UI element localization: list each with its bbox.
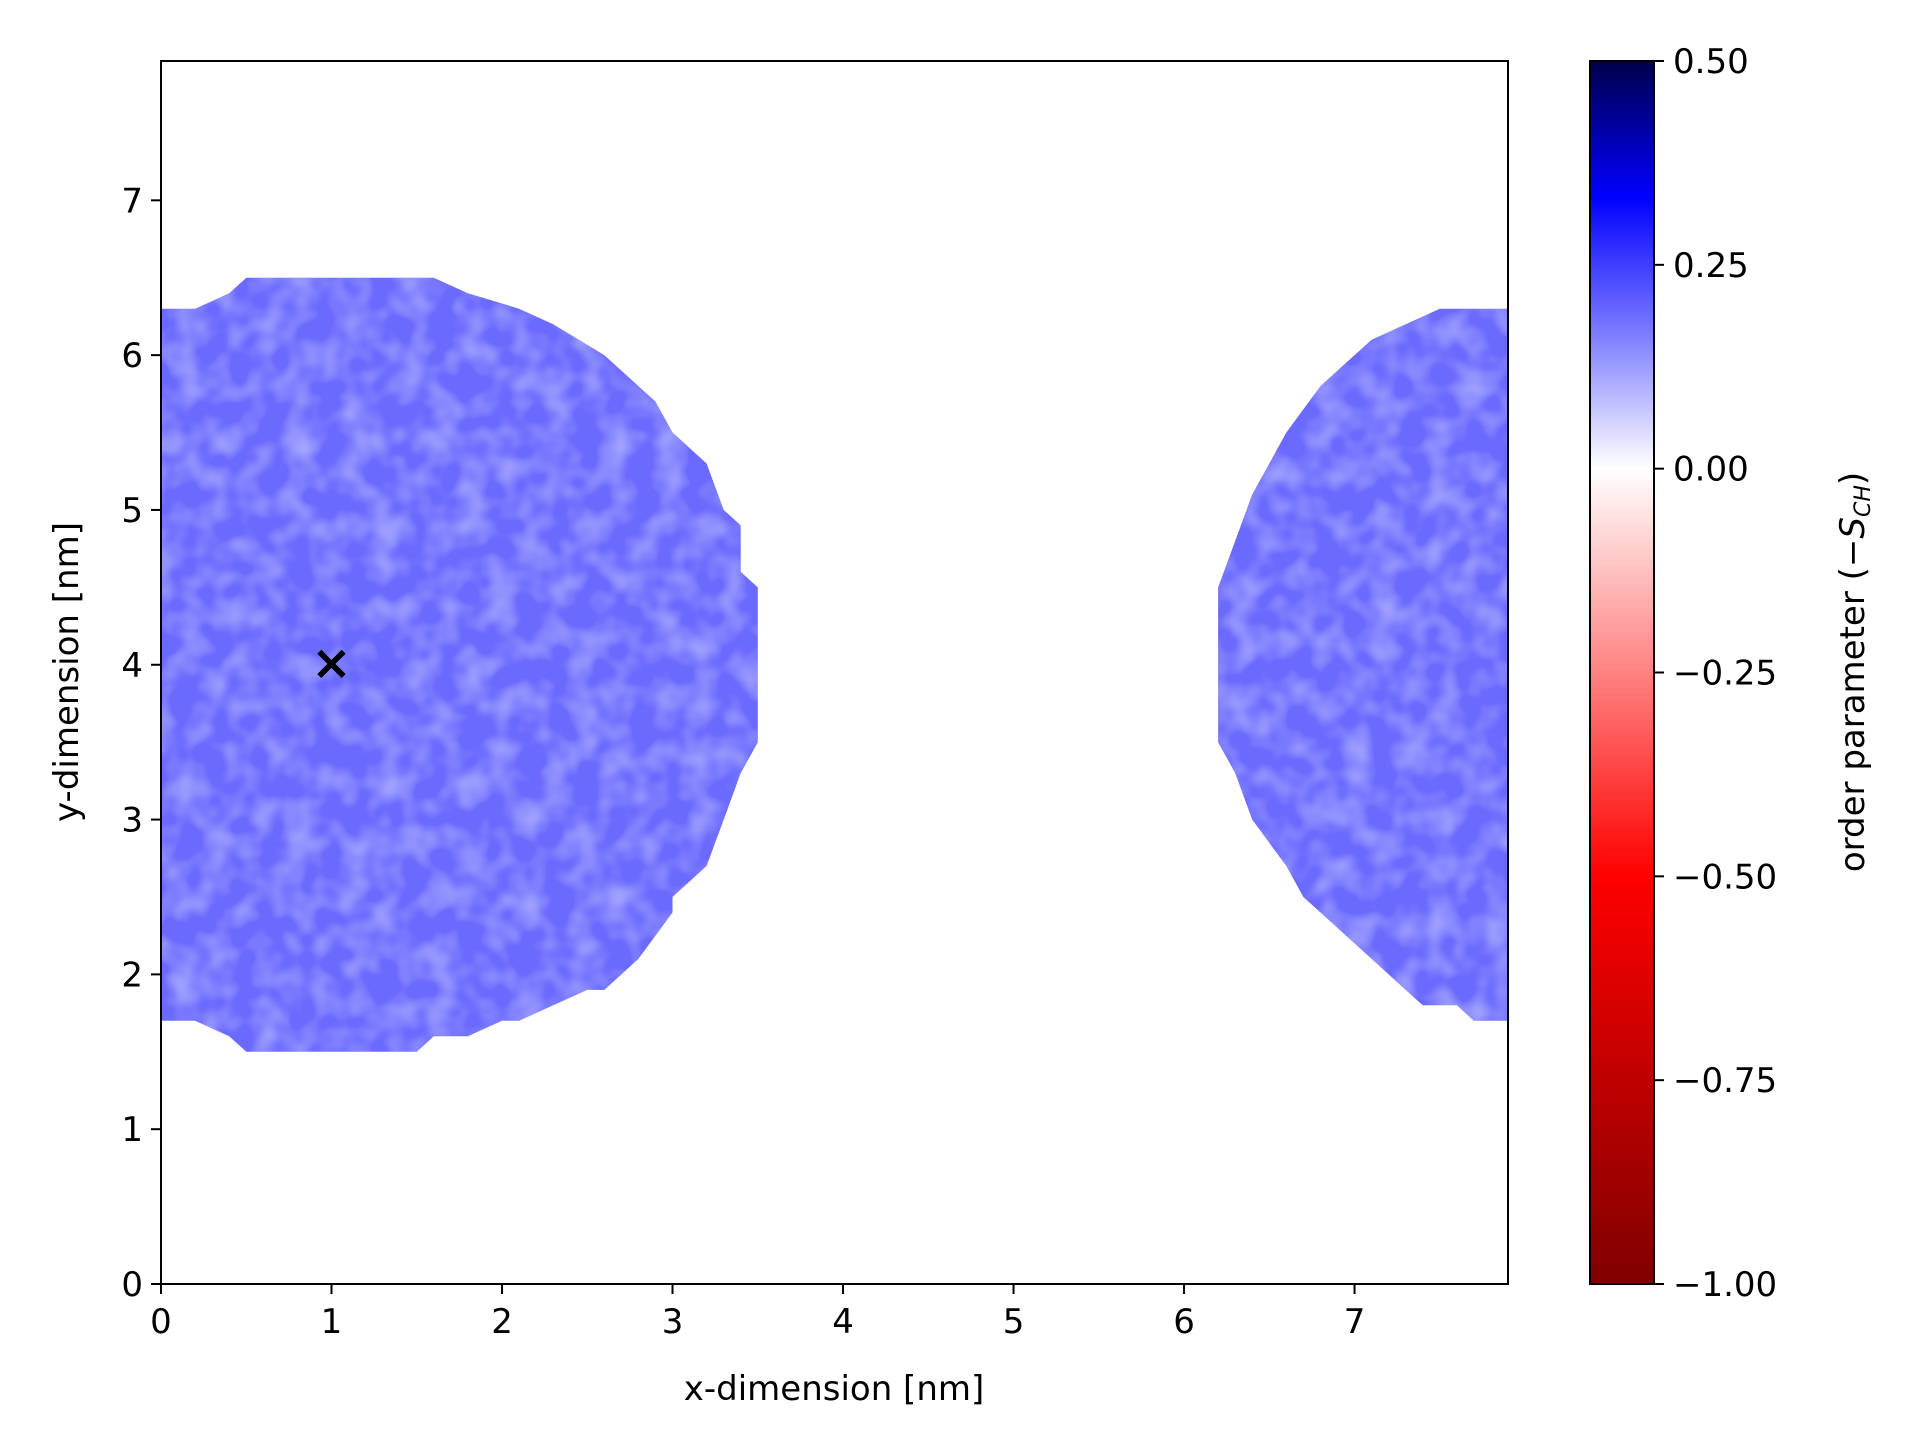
colorbar-tick-label: −1.00: [1673, 1265, 1777, 1305]
x-tick-label: 7: [1344, 1302, 1366, 1342]
heatmap-plot-area: ×: [160, 60, 1509, 1285]
colorbar-tick-label: 0.50: [1673, 42, 1749, 82]
colorbar-ticks: 0.50 0.25 0.00 −0.25 −0.50 −0.75 −1.00: [1654, 42, 1777, 1305]
colorbar-tick-label: 0.25: [1673, 246, 1749, 286]
y-tick-label: 1: [121, 1110, 143, 1150]
colorbar: 0.50 0.25 0.00 −0.25 −0.50 −0.75 −1.00 order p…: [1589, 42, 1876, 1305]
x-tick-label: 2: [491, 1302, 513, 1342]
y-tick-label: 3: [121, 801, 143, 841]
heatmap-region-2: [1218, 308, 1508, 1021]
x-tick-label: 5: [1003, 1302, 1025, 1342]
colorbar-label-symbol: −S: [1833, 517, 1873, 567]
x-tick-label: 1: [321, 1302, 343, 1342]
heatmap-regions: [161, 277, 1508, 1052]
y-axis-label: y-dimension [nm]: [47, 522, 87, 822]
center-marker: ×: [311, 635, 351, 691]
y-tick-label: 7: [121, 181, 143, 221]
colorbar-label-main: order parameter (: [1833, 567, 1873, 872]
x-tick-label: 4: [832, 1302, 854, 1342]
y-tick-label: 2: [121, 955, 143, 995]
colorbar-tick-label: 0.00: [1673, 450, 1749, 490]
x-tick-label: 6: [1173, 1302, 1195, 1342]
plot-frame: [160, 60, 1509, 1285]
x-axis-label: x-dimension [nm]: [684, 1369, 985, 1409]
x-tick-label: 0: [150, 1302, 172, 1342]
colorbar-label-subscript: CH: [1851, 485, 1876, 517]
colorbar-tick-label: −0.75: [1673, 1061, 1777, 1101]
colorbar-label-close: ): [1833, 472, 1873, 485]
x-axis-ticks: 0 1 2 3 4 5 6 7: [150, 1284, 1365, 1342]
y-tick-label: 4: [121, 646, 143, 686]
center-marker-layer: ×: [311, 635, 351, 691]
y-axis-ticks: 0 1 2 3 4 5 6 7: [121, 181, 161, 1305]
y-tick-label: 0: [121, 1265, 143, 1305]
colorbar-gradient: [1589, 60, 1655, 1285]
x-tick-label: 3: [662, 1302, 684, 1342]
y-tick-label: 6: [121, 336, 143, 376]
heatmap-region-1: [161, 277, 758, 1052]
colorbar-tick-label: −0.25: [1673, 654, 1777, 694]
colorbar-tick-label: −0.50: [1673, 857, 1777, 897]
y-tick-label: 5: [121, 491, 143, 531]
colorbar-label: order parameter (−SCH): [1833, 472, 1876, 872]
